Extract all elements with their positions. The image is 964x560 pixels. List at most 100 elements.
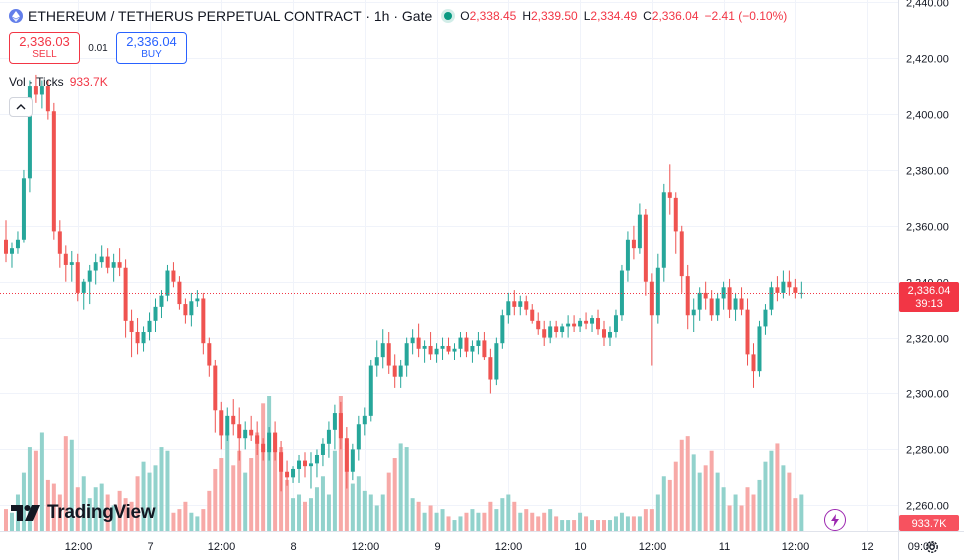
candle-body <box>338 413 343 439</box>
volume-bar <box>560 520 565 531</box>
high-label: H <box>522 9 531 23</box>
volume-bar <box>105 494 110 531</box>
volume-bar <box>177 509 182 531</box>
candle-body <box>763 309 768 327</box>
time-axis[interactable]: 12:00 7 12:00 8 12:00 9 12:00 10 12:00 11 12:00 12 0… <box>65 541 936 553</box>
sell-button[interactable]: 2,336.03 SELL <box>9 32 80 64</box>
y-tick-label: 2,280.00 <box>906 445 949 457</box>
candlestick-series <box>4 74 804 492</box>
candle-body <box>45 86 50 112</box>
candle-body <box>249 429 254 436</box>
candle-body <box>320 443 325 455</box>
volume-bar <box>631 516 636 531</box>
volume-axis-label-bg <box>899 515 959 531</box>
candle-body <box>631 239 636 249</box>
candle-body <box>117 262 122 268</box>
volume-axis-label: 933.7K <box>899 515 959 531</box>
volume-bar <box>536 516 541 531</box>
candle-body <box>267 432 272 453</box>
tradingview-logo-text: TradingView <box>47 502 156 523</box>
candle-body <box>667 192 672 198</box>
candle-body <box>201 298 206 344</box>
volume-bar <box>249 458 254 531</box>
volume-bar <box>129 501 134 531</box>
gear-icon[interactable] <box>924 539 940 555</box>
volume-bar <box>787 472 792 531</box>
lightning-button[interactable] <box>824 509 846 531</box>
sell-price: 2,336.03 <box>19 34 70 49</box>
candle-body <box>93 262 98 271</box>
volume-bar <box>506 494 511 531</box>
candle-body <box>75 262 80 293</box>
buy-button[interactable]: 2,336.04 BUY <box>116 32 187 64</box>
volume-bar <box>607 520 612 531</box>
candle-body <box>775 287 780 293</box>
candle-body <box>410 337 415 344</box>
volume-bar <box>691 454 696 531</box>
volume-bar <box>661 476 666 531</box>
volume-bar <box>428 505 433 531</box>
candle-body <box>602 329 606 338</box>
last-price-label-bg <box>899 282 959 312</box>
volume-bar <box>590 520 595 531</box>
volume-bar <box>709 450 714 531</box>
candle-body <box>326 429 331 444</box>
last-price-label: 2,336.04 39:13 <box>899 282 959 312</box>
candle-body <box>661 192 666 268</box>
candle-body <box>637 214 642 249</box>
candle-body <box>596 318 601 330</box>
candle-body <box>195 298 200 302</box>
tradingview-logo[interactable]: TradingView <box>11 502 156 524</box>
candle-body <box>494 343 499 380</box>
candle-body <box>219 410 224 436</box>
volume-bar <box>721 487 726 531</box>
volume-bar <box>697 472 702 531</box>
volume-axis-value: 933.7K <box>912 518 948 530</box>
volume-bar <box>303 501 307 531</box>
volume-legend[interactable]: Vol · Ticks 933.7K <box>9 75 108 89</box>
volume-bar <box>613 516 618 531</box>
candle-body <box>123 267 128 321</box>
candle-body <box>255 435 260 444</box>
x-tick-label: 8 <box>290 541 296 553</box>
volume-bar <box>434 512 439 531</box>
x-tick-label: 12:00 <box>208 541 236 553</box>
change-value: −2.41 (−0.10%) <box>704 9 788 23</box>
volume-bar <box>440 509 445 531</box>
volume-bar <box>69 439 74 531</box>
chevron-up-icon <box>16 104 26 110</box>
candle-body <box>159 295 164 307</box>
candle-body <box>81 281 86 293</box>
volume-bar <box>147 472 152 531</box>
candle-body <box>99 256 104 263</box>
candle-body <box>781 281 786 293</box>
candle-body <box>470 345 475 352</box>
open-value: 2,338.45 <box>469 9 517 23</box>
countdown-value: 39:13 <box>915 298 943 310</box>
volume-bar <box>297 494 302 531</box>
volume-bar <box>494 509 499 531</box>
candle-body <box>141 332 146 344</box>
price-axis[interactable]: 2,260.002,280.002,300.002,320.002,340.00… <box>906 0 949 513</box>
volume-bar <box>793 498 798 531</box>
collapse-legend-button[interactable] <box>9 97 33 117</box>
candle-body <box>607 332 612 338</box>
candle-body <box>273 432 278 453</box>
candle-body <box>434 348 439 355</box>
candle-body <box>183 304 188 316</box>
volume-bar <box>374 505 379 531</box>
volume-bar <box>554 516 559 531</box>
candle-body <box>135 332 140 344</box>
candle-body <box>344 438 349 472</box>
symbol-title[interactable]: ETHEREUM / TETHERUS PERPETUAL CONTRACT ·… <box>28 8 433 24</box>
y-tick-label: 2,420.00 <box>906 54 949 66</box>
volume-bar <box>135 476 140 531</box>
x-tick-label: 12:00 <box>639 541 667 553</box>
candle-body <box>237 424 242 439</box>
volume-bar <box>368 494 373 531</box>
candle-body <box>482 340 487 358</box>
volume-bar <box>213 468 218 531</box>
candle-body <box>500 315 505 344</box>
volume-bar <box>757 479 762 531</box>
